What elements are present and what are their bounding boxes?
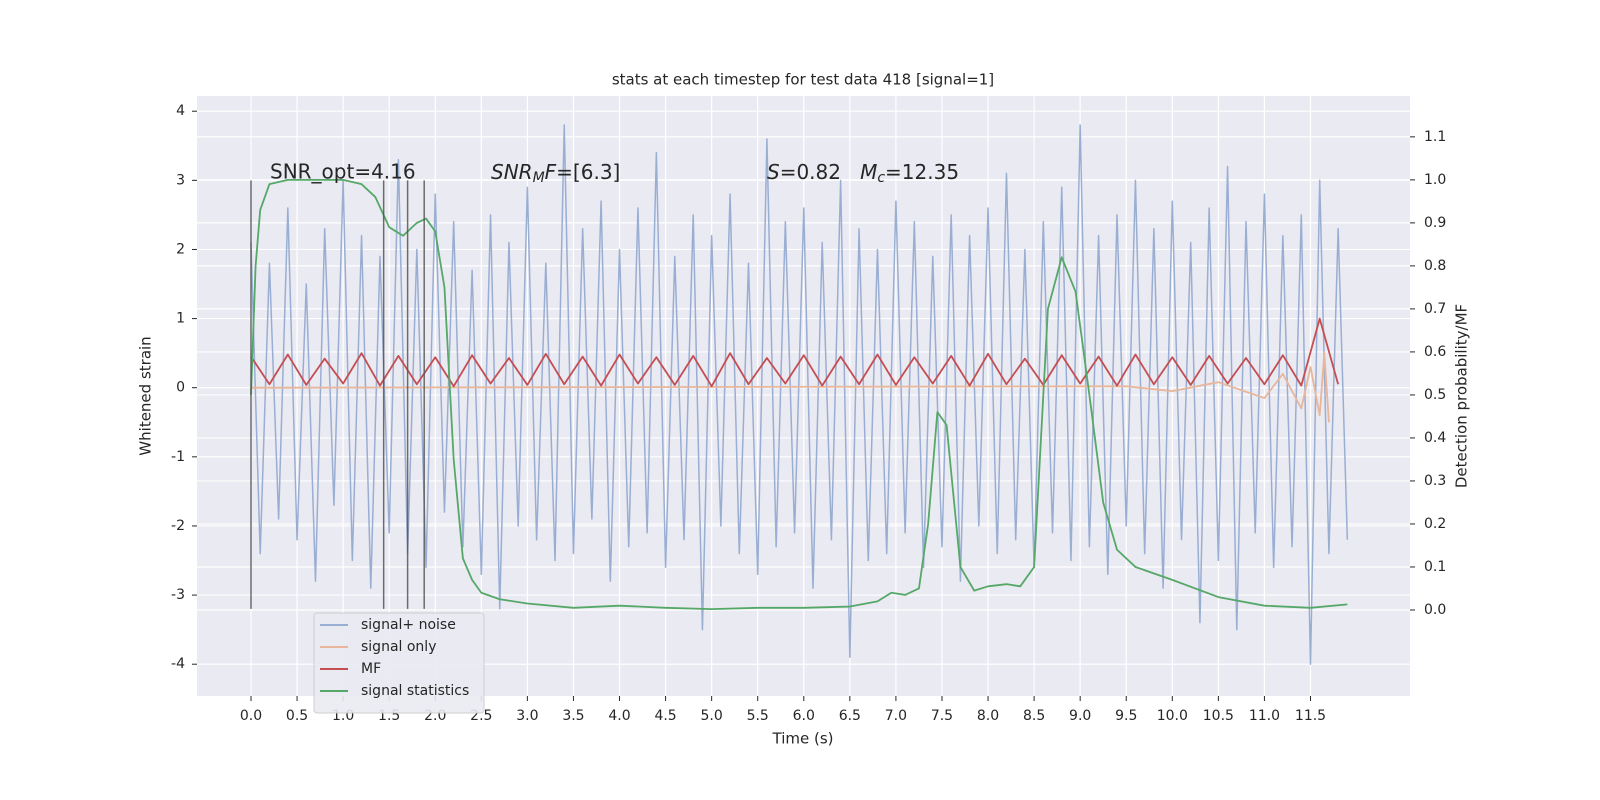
y-axis-label: Whitened strain (137, 336, 155, 455)
y-tick-label: -1 (171, 449, 185, 465)
annotation-part: =0.82 (780, 160, 860, 184)
x-tick-label: 4.5 (654, 708, 676, 724)
x-tick-label: 10.5 (1203, 708, 1234, 724)
annotation-sub: c (877, 170, 885, 186)
legend-box (313, 612, 485, 714)
x-tick-label: 3.0 (516, 708, 538, 724)
series-line (250, 124, 1349, 665)
x-tick-label: 6.5 (839, 708, 861, 724)
y2-tick-label: 0.5 (1424, 387, 1446, 403)
y2-tick-label: 1.1 (1424, 129, 1446, 145)
y-tick-label: 0 (176, 380, 185, 396)
y2-tick-label: 0.6 (1424, 344, 1446, 360)
legend-label: signal only (361, 639, 436, 655)
x-tick-label: 7.0 (885, 708, 907, 724)
y-tick-label: -2 (171, 518, 185, 534)
y-tick-label: -3 (171, 587, 185, 603)
y2-tick-label: 0.8 (1424, 258, 1446, 274)
x-tick-label: 6.0 (793, 708, 815, 724)
x-tick-label: 7.5 (931, 708, 953, 724)
axes: 0.0 0.5 1.0 1.5 2.0 2.5 3.0 3.5 4.0 4.5 5.0 5.5 6.0 6… (171, 103, 1446, 724)
annotation-part: M (860, 160, 877, 184)
y2-tick-label: 0.7 (1424, 301, 1446, 317)
annotation-sub: M (533, 170, 545, 186)
legend-label: MF (361, 661, 381, 677)
y2-tick-label: 0.2 (1424, 516, 1446, 532)
y-tick-label: 2 (176, 241, 185, 257)
x-tick-label: 3.5 (562, 708, 584, 724)
x-tick-label: 8.5 (1023, 708, 1045, 724)
x-axis-label: Time (s) (772, 730, 834, 748)
y2-axis-label: Detection probability/MF (1453, 304, 1471, 488)
x-tick-label: 5.5 (747, 708, 769, 724)
y2-tick-label: 0.3 (1424, 473, 1446, 489)
annotation: S=0.82 Mc=12.35 (767, 160, 959, 187)
x-tick-label: 4.0 (608, 708, 630, 724)
annotation-part: =12.35 (885, 160, 959, 184)
legend-label: signal statistics (361, 683, 469, 699)
series-line (250, 352, 1330, 423)
y2-tick-label: 0.0 (1424, 602, 1446, 618)
annotation-part: SNR (491, 160, 533, 184)
y-tick-label: 1 (176, 311, 185, 327)
y-tick-label: -4 (171, 656, 185, 672)
annotation-part: =[6.3] (556, 160, 620, 184)
marks (250, 124, 1349, 665)
annotation-part: F (545, 160, 557, 184)
chart-title: stats at each timestep for test data 418… (612, 71, 994, 89)
annotation: SNRMF=[6.3] (491, 160, 620, 187)
x-tick-label: 0.0 (240, 708, 262, 724)
y2-tick-label: 0.1 (1424, 559, 1446, 575)
x-tick-label: 11.5 (1295, 708, 1326, 724)
annotation: SNR_opt=4.16 (270, 160, 416, 184)
y2-tick-label: 0.9 (1424, 215, 1446, 231)
x-tick-label: 9.0 (1069, 708, 1091, 724)
x-tick-label: 5.0 (701, 708, 723, 724)
y-tick-label: 4 (176, 103, 185, 119)
annotation-part: S (767, 160, 780, 184)
x-tick-label: 9.5 (1115, 708, 1137, 724)
x-tick-label: 0.5 (286, 708, 308, 724)
x-tick-label: 11.0 (1249, 708, 1280, 724)
y2-tick-label: 0.4 (1424, 430, 1446, 446)
legend-label: signal+ noise (361, 617, 456, 633)
x-tick-label: 8.0 (977, 708, 999, 724)
y-tick-label: 3 (176, 172, 185, 188)
x-tick-label: 10.0 (1157, 708, 1188, 724)
series-line (250, 178, 1348, 611)
y2-tick-label: 1.0 (1424, 172, 1446, 188)
legend: signal+ noise signal only MF signal statist… (313, 612, 485, 714)
series-line (250, 317, 1340, 388)
